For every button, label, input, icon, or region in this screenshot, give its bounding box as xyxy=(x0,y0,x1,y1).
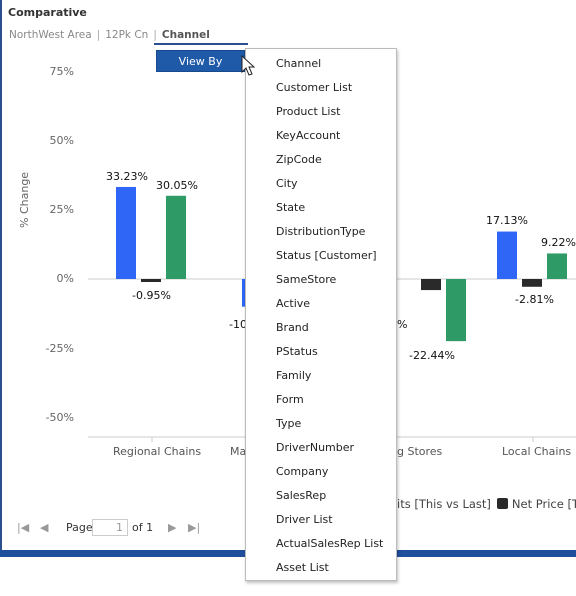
data-label: 17.13% xyxy=(486,214,528,227)
bar[interactable] xyxy=(522,279,542,287)
menu-item-type[interactable]: Type xyxy=(276,417,301,430)
bar[interactable] xyxy=(547,253,567,279)
data-label: 33.23% xyxy=(106,170,148,183)
data-label: 30.05% xyxy=(156,179,198,192)
bar[interactable] xyxy=(116,187,136,279)
menu-item-distributiontype[interactable]: DistributionType xyxy=(276,225,365,238)
prev-page-icon[interactable]: ◀ xyxy=(40,521,48,534)
menu-item-city[interactable]: City xyxy=(276,177,298,190)
data-label: -2.81% xyxy=(515,293,554,306)
menu-item-family[interactable]: Family xyxy=(276,369,311,382)
data-label: -22.44% xyxy=(409,349,455,362)
view-by-dropdown-menu: Channel Customer List Product List KeyAc… xyxy=(245,48,397,581)
data-label: % xyxy=(397,318,407,331)
x-tick-label: Regional Chains xyxy=(113,445,201,458)
menu-item-actualsalesrep-list[interactable]: ActualSalesRep List xyxy=(276,537,383,550)
x-tick-label: Ma xyxy=(230,445,246,458)
page-label: Page xyxy=(66,521,93,534)
bar[interactable] xyxy=(446,279,466,341)
last-page-icon[interactable]: ▶| xyxy=(188,521,200,534)
chart-legend: its [This vs Last] Net Price [Th xyxy=(397,497,576,511)
menu-item-status-customer[interactable]: Status [Customer] xyxy=(276,249,377,262)
menu-item-salesrep[interactable]: SalesRep xyxy=(276,489,326,502)
page-number-input[interactable]: 1 xyxy=(92,519,128,536)
x-tick-label: Local Chains xyxy=(502,445,571,458)
data-label: -0.95% xyxy=(132,289,171,302)
menu-item-driver-list[interactable]: Driver List xyxy=(276,513,333,526)
bar[interactable] xyxy=(497,232,517,279)
bar[interactable] xyxy=(421,279,441,290)
first-page-icon[interactable]: |◀ xyxy=(17,521,29,534)
bar[interactable] xyxy=(141,279,161,282)
menu-item-company[interactable]: Company xyxy=(276,465,328,478)
menu-item-product-list[interactable]: Product List xyxy=(276,105,341,118)
menu-item-state[interactable]: State xyxy=(276,201,305,214)
data-label: 9.22% xyxy=(541,236,576,249)
mouse-cursor-icon xyxy=(241,55,257,79)
menu-item-form[interactable]: Form xyxy=(276,393,304,406)
page-count: of 1 xyxy=(132,521,153,534)
x-tick-label: g Stores xyxy=(397,445,442,458)
menu-item-active[interactable]: Active xyxy=(276,297,310,310)
legend-swatch xyxy=(497,498,508,509)
menu-item-customer-list[interactable]: Customer List xyxy=(276,81,352,94)
menu-item-zipcode[interactable]: ZipCode xyxy=(276,153,322,166)
menu-item-pstatus[interactable]: PStatus xyxy=(276,345,318,358)
menu-item-channel[interactable]: Channel xyxy=(276,57,321,70)
legend-item-net-price: Net Price [Th xyxy=(512,497,576,511)
bar[interactable] xyxy=(166,196,186,279)
menu-item-samestore[interactable]: SameStore xyxy=(276,273,336,286)
menu-item-keyaccount[interactable]: KeyAccount xyxy=(276,129,340,142)
next-page-icon[interactable]: ▶ xyxy=(168,521,176,534)
legend-item-partial: its [This vs Last] xyxy=(397,497,491,511)
menu-item-brand[interactable]: Brand xyxy=(276,321,309,334)
menu-item-drivernumber[interactable]: DriverNumber xyxy=(276,441,354,454)
menu-item-asset-list[interactable]: Asset List xyxy=(276,561,329,574)
